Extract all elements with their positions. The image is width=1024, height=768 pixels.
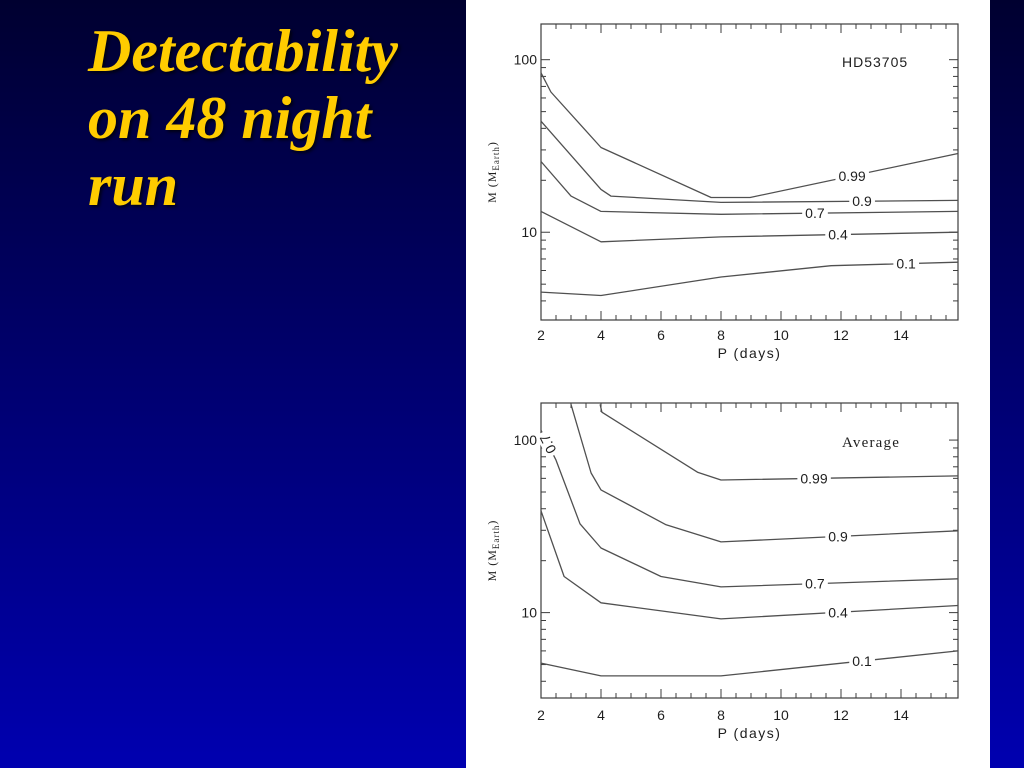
figure-panel: 2 4 6 8 10 12 14 10 100 0.99 0.9 0.7 0.4 0.1 P (days) M… — [466, 0, 990, 768]
bottom-y-axis-label-main: M (M — [485, 549, 499, 581]
top-x-tick-label: 12 — [833, 327, 849, 343]
bottom-x-tick-label: 14 — [893, 707, 909, 723]
top-x-tick-label: 4 — [597, 327, 605, 343]
bottom-contour-label-gap — [797, 471, 831, 486]
top-x-tick-label: 6 — [657, 327, 665, 343]
top-contour-label-0.4: 0.4 — [825, 227, 851, 243]
slide-title-line-1: Detectability — [88, 18, 398, 84]
top-contour-label-text-0.99: 0.99 — [838, 168, 865, 184]
top-contour-label-gap — [849, 194, 875, 209]
bottom-y-axis-label: M (MEarth) — [485, 520, 501, 582]
bottom-contour-line-0.7 — [540, 430, 959, 588]
top-chart-annotation: HD53705 — [842, 54, 908, 70]
top-y-axis-label: M (MEarth) — [485, 141, 501, 203]
top-contour-label-0.7: 0.7 — [802, 205, 828, 221]
top-contour-label-text-0.1: 0.1 — [896, 256, 916, 272]
top-x-tick-label: 2 — [537, 327, 545, 343]
bottom-y-tick-label: 10 — [521, 605, 537, 621]
top-contour-label-gap — [835, 168, 869, 183]
bottom-x-axis-label: P (days) — [718, 725, 782, 741]
bottom-contour-label-0.99: 0.99 — [797, 470, 831, 486]
top-y-axis-label-main: M (M — [485, 171, 499, 203]
bottom-contour-label-text-0.1: 0.1 — [852, 653, 872, 669]
top-contour-line-0.4 — [540, 210, 959, 243]
bottom-chart-annotation: Average — [842, 435, 900, 451]
bottom-contour-line-0.99 — [599, 404, 959, 481]
top-contour-label-gap — [893, 256, 920, 271]
top-y-axis-label-suffix: ) — [485, 141, 499, 146]
bottom-contour-label-gap — [849, 654, 875, 668]
top-contour-line-0.99 — [540, 72, 959, 199]
bottom-contour-line-0.1 — [540, 650, 959, 677]
bottom-contour-label-0.9: 0.9 — [825, 528, 851, 544]
bottom-y-axis-label-subscript: Earth — [491, 525, 501, 550]
bottom-x-tick-label: 10 — [773, 707, 789, 723]
bottom-contour-label-text-0.99: 0.99 — [800, 470, 827, 486]
top-contour-line-0.7 — [540, 161, 959, 215]
hd53705-detectability-chart: 2 4 6 8 10 12 14 10 100 0.99 0.9 0.70.4 0.1 P (days) M… — [485, 23, 959, 361]
top-x-tick-label: 14 — [893, 327, 909, 343]
bottom-contour-line-0.9 — [570, 404, 959, 543]
top-contour-label-gap — [825, 227, 851, 242]
bottom-contour-label-0.1: 0.1 — [849, 653, 875, 669]
top-y-tick-label: 10 — [521, 224, 537, 240]
top-contour-label-0.1: 0.1 — [893, 256, 920, 272]
top-x-tick-label: 8 — [717, 327, 725, 343]
bottom-contour-label-gap — [535, 429, 560, 459]
bottom-contour-label-gap — [802, 576, 828, 591]
bottom-x-tick-label: 2 — [537, 707, 545, 723]
top-x-axis-label: P (days) — [718, 345, 782, 361]
top-x-tick-label: 10 — [773, 327, 789, 343]
bottom-contour-label-text-0.4: 0.4 — [828, 604, 848, 620]
slide-title-line-2: on 48 night — [88, 85, 372, 151]
bottom-contour-label-text-0.7: 0.7 — [536, 432, 559, 457]
top-contour-label-0.9: 0.9 — [849, 193, 875, 209]
bottom-contour-label-0.4: 0.4 — [825, 604, 851, 620]
slide-title: Detectability on 48 night run — [88, 18, 460, 219]
bottom-x-tick-label: 12 — [833, 707, 849, 723]
slide-title-line-3: run — [88, 152, 179, 218]
top-contour-label-gap — [802, 206, 828, 221]
top-contour-label-text-0.4: 0.4 — [828, 227, 848, 243]
bottom-x-tick-label: 8 — [717, 707, 725, 723]
top-y-axis-label-subscript: Earth — [491, 146, 501, 171]
bottom-contour-label-text-0.9: 0.9 — [828, 528, 848, 544]
bottom-y-tick-label: 100 — [514, 432, 538, 448]
bottom-contour-label-0.7: 0.7 — [802, 576, 828, 592]
bottom-contour-label-gap — [825, 529, 851, 544]
bottom-y-axis-label-suffix: ) — [485, 520, 499, 525]
top-contour-label-text-0.9: 0.9 — [852, 193, 872, 209]
bottom-plot-frame — [540, 402, 959, 699]
bottom-contour-label-0.7: 0.7 — [535, 429, 560, 459]
top-plot-frame — [540, 23, 959, 321]
bottom-contour-label-text-0.7: 0.7 — [805, 576, 825, 592]
top-contour-label-0.99: 0.99 — [835, 168, 869, 184]
bottom-contour-label-gap — [825, 605, 851, 620]
bottom-x-tick-label: 4 — [597, 707, 605, 723]
bottom-contour-line-0.4 — [540, 510, 959, 620]
bottom-x-tick-label: 6 — [657, 707, 665, 723]
top-contour-label-text-0.7: 0.7 — [805, 205, 825, 221]
top-y-tick-label: 100 — [514, 52, 538, 68]
top-contour-line-0.9 — [540, 120, 959, 204]
top-contour-line-0.1 — [540, 261, 959, 297]
